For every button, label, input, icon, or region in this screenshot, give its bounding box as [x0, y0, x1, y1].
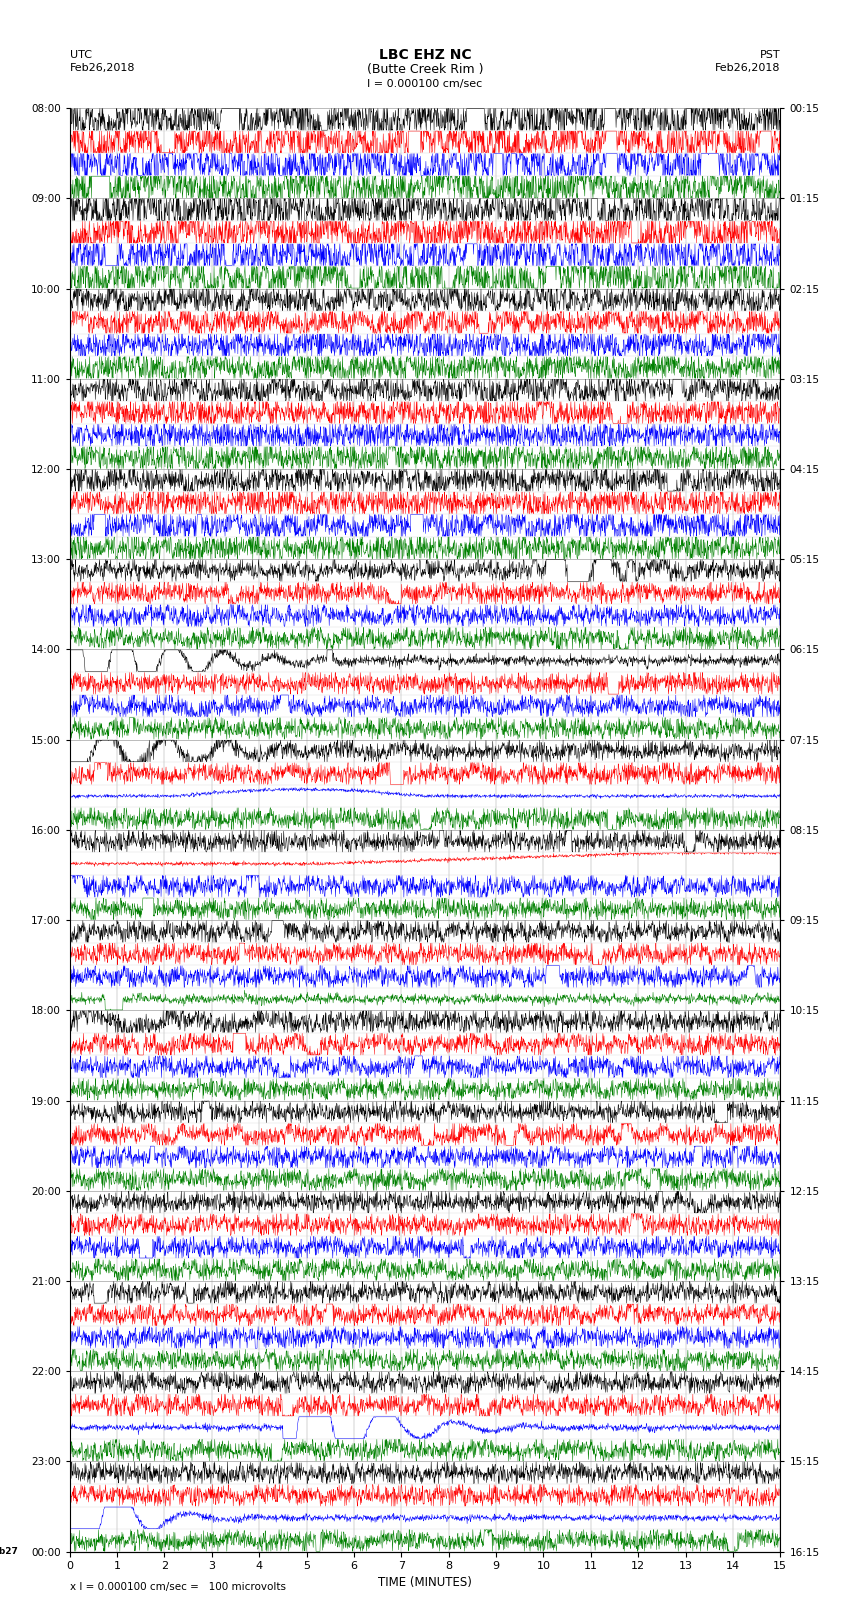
Text: Feb26,2018: Feb26,2018 [715, 63, 780, 73]
Text: Feb27: Feb27 [0, 1547, 18, 1557]
X-axis label: TIME (MINUTES): TIME (MINUTES) [378, 1576, 472, 1589]
Text: UTC: UTC [70, 50, 92, 60]
Text: (Butte Creek Rim ): (Butte Creek Rim ) [366, 63, 484, 76]
Text: I = 0.000100 cm/sec: I = 0.000100 cm/sec [367, 79, 483, 89]
Text: Feb26,2018: Feb26,2018 [70, 63, 135, 73]
Text: x I = 0.000100 cm/sec =   100 microvolts: x I = 0.000100 cm/sec = 100 microvolts [70, 1582, 286, 1592]
Text: PST: PST [760, 50, 780, 60]
Text: LBC EHZ NC: LBC EHZ NC [379, 48, 471, 61]
